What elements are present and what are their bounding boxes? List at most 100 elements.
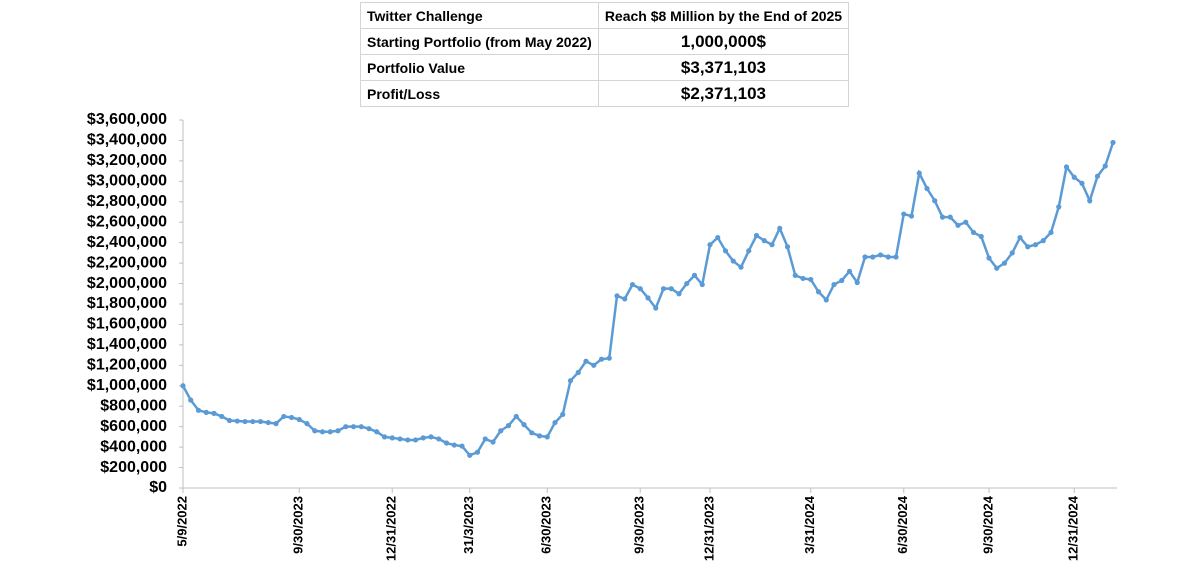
data-point <box>637 286 643 292</box>
y-tick-label: $2,600,000 <box>87 213 167 230</box>
data-point <box>366 426 372 432</box>
data-point <box>195 407 202 413</box>
data-point <box>591 362 597 368</box>
data-point <box>335 428 341 434</box>
data-point <box>529 430 535 436</box>
x-tick-label: 12/31/2023 <box>701 496 716 561</box>
table-cell: Profit/Loss <box>360 80 599 107</box>
data-point <box>273 421 279 427</box>
y-tick-label: $3,400,000 <box>87 132 167 149</box>
data-point <box>746 248 752 254</box>
data-point <box>482 436 488 442</box>
data-point <box>265 419 271 426</box>
x-tick-label: 6/30/2024 <box>895 495 910 554</box>
data-point <box>978 233 984 240</box>
data-point <box>1032 242 1039 248</box>
data-point <box>715 234 721 241</box>
y-tick-label: $200,000 <box>100 459 167 476</box>
data-point <box>870 254 876 260</box>
x-tick-label: 12/31/2024 <box>1066 495 1081 561</box>
table-row: Twitter Challenge Reach $8 Million by the… <box>360 2 850 29</box>
data-point <box>474 449 481 455</box>
y-tick-label: $3,000,000 <box>87 173 167 190</box>
table-cell: 1,000,000$ <box>597 28 850 55</box>
data-point <box>839 277 845 284</box>
x-tick-label: 12/31/2022 <box>384 496 399 561</box>
data-point <box>653 305 659 311</box>
data-point <box>955 222 961 228</box>
x-tick-label: 3/31/2024 <box>802 495 817 554</box>
data-point <box>296 416 302 423</box>
data-point <box>901 211 907 217</box>
data-point <box>730 258 736 264</box>
data-point <box>660 286 667 292</box>
data-point <box>707 242 713 248</box>
data-point <box>451 442 457 448</box>
data-point <box>831 281 837 288</box>
data-point <box>498 428 504 434</box>
data-point <box>1063 164 1070 170</box>
data-point <box>343 424 349 430</box>
data-point <box>319 429 326 435</box>
x-tick-label: 9/30/2023 <box>291 496 306 554</box>
table-cell: $2,371,103 <box>597 80 850 107</box>
data-point <box>312 428 318 434</box>
data-point <box>552 419 558 426</box>
data-point <box>668 286 674 292</box>
data-point <box>257 418 264 425</box>
data-point <box>792 272 798 278</box>
y-tick-label: $1,800,000 <box>87 295 167 312</box>
data-point <box>939 214 946 220</box>
data-point <box>374 429 380 435</box>
data-point <box>622 296 628 302</box>
data-point <box>862 254 868 260</box>
data-point <box>808 276 814 283</box>
data-point <box>381 434 388 440</box>
data-point <box>777 225 783 231</box>
data-point <box>994 265 1000 271</box>
data-point <box>769 242 775 248</box>
data-point <box>598 356 605 362</box>
data-point <box>242 418 248 425</box>
data-point <box>304 421 310 427</box>
table-cell: Reach $8 Million by the End of 2025 <box>597 2 850 29</box>
data-point <box>970 229 977 236</box>
data-point <box>428 434 434 440</box>
data-point <box>738 264 744 270</box>
data-point <box>691 272 698 278</box>
data-point <box>1071 174 1077 180</box>
data-point <box>420 435 426 441</box>
data-point <box>1040 238 1046 244</box>
data-point <box>1017 234 1023 241</box>
data-point <box>823 297 829 303</box>
data-point <box>188 397 194 403</box>
data-point <box>180 383 186 389</box>
data-point <box>645 295 651 301</box>
data-point <box>583 358 589 364</box>
data-point <box>459 443 465 449</box>
data-point <box>1048 229 1054 236</box>
data-point <box>327 429 333 435</box>
data-point <box>288 414 295 421</box>
data-point <box>211 410 217 416</box>
data-point <box>521 422 527 428</box>
data-point <box>932 198 938 204</box>
data-point <box>544 434 550 440</box>
y-tick-label: $800,000 <box>100 397 167 414</box>
data-point <box>614 293 620 299</box>
y-tick-label: $2,400,000 <box>87 234 167 251</box>
data-point <box>1110 139 1116 146</box>
data-point <box>1102 163 1108 169</box>
data-point <box>467 452 473 458</box>
y-tick-label: $1,600,000 <box>87 316 167 333</box>
data-point <box>1087 198 1093 204</box>
y-tick-label: $400,000 <box>100 438 167 455</box>
y-tick-label: $1,000,000 <box>87 377 167 394</box>
table-row: Starting Portfolio (from May 2022) 1,000,… <box>360 28 850 55</box>
data-point <box>1094 173 1101 179</box>
data-point <box>893 254 899 260</box>
data-point <box>281 413 287 420</box>
data-point <box>1001 260 1008 266</box>
table-cell: Twitter Challenge <box>360 2 599 29</box>
